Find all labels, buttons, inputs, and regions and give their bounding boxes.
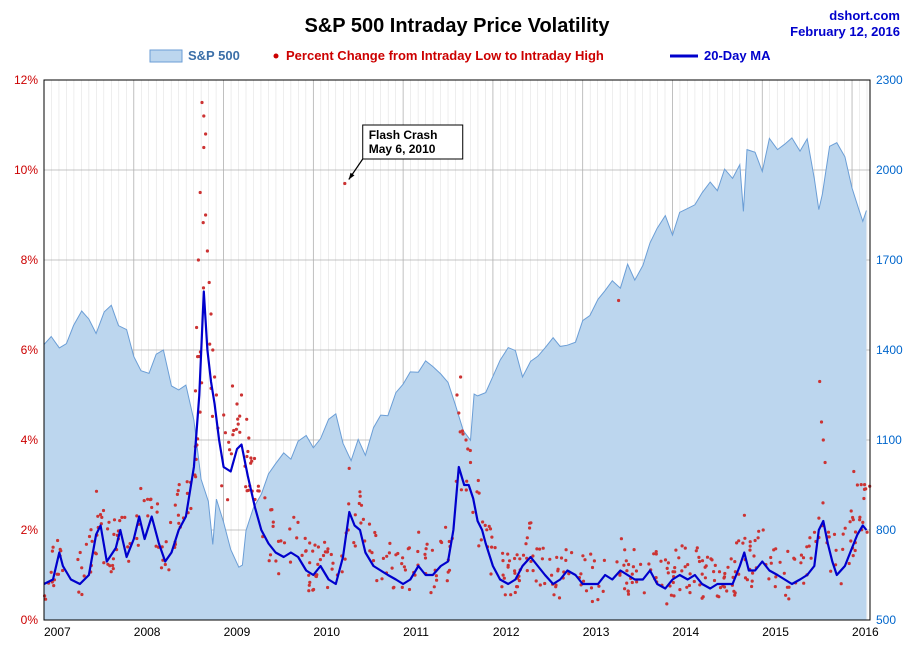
legend-sp500-label: S&P 500 bbox=[188, 48, 240, 63]
x-tick-label: 2011 bbox=[403, 625, 429, 639]
legend: S&P 500 Percent Change from Intraday Low … bbox=[150, 48, 771, 63]
y-right-tick-label: 500 bbox=[876, 613, 896, 627]
attribution-source: dshort.com bbox=[829, 8, 900, 23]
y-left-tick-label: 6% bbox=[21, 343, 39, 357]
y-left-tick-label: 10% bbox=[14, 163, 38, 177]
y-right-tick-label: 1700 bbox=[876, 253, 903, 267]
y-left-tick-label: 4% bbox=[21, 433, 39, 447]
chart-container: 2007 2008 2009 2010 2011 2012 2013 2014 2015 2016… bbox=[0, 0, 908, 662]
y-left-tick-label: 12% bbox=[14, 73, 38, 87]
x-tick-label: 2016 bbox=[852, 625, 879, 639]
y-right-tick-label: 800 bbox=[876, 523, 896, 537]
x-tick-label: 2009 bbox=[224, 625, 251, 639]
annotation-line2: May 6, 2010 bbox=[369, 142, 436, 156]
attribution-date: February 12, 2016 bbox=[790, 24, 900, 39]
x-tick-label: 2010 bbox=[313, 625, 340, 639]
annotation-line1: Flash Crash bbox=[369, 128, 438, 142]
legend-ma-label: 20-Day MA bbox=[704, 48, 771, 63]
y-right-tick-label: 1400 bbox=[876, 343, 903, 357]
y-left-tick-label: 0% bbox=[21, 613, 39, 627]
y-left-tick-label: 8% bbox=[21, 253, 39, 267]
x-tick-label: 2012 bbox=[493, 625, 520, 639]
x-tick-label: 2008 bbox=[134, 625, 161, 639]
y-right-tick-label: 2300 bbox=[876, 73, 903, 87]
x-tick-label: 2013 bbox=[583, 625, 610, 639]
y-right-tick-label: 2000 bbox=[876, 163, 903, 177]
x-tick-label: 2007 bbox=[44, 625, 71, 639]
chart-title: S&P 500 Intraday Price Volatility bbox=[305, 15, 611, 37]
chart-svg: 2007 2008 2009 2010 2011 2012 2013 2014 2015 2016… bbox=[0, 0, 908, 662]
x-tick-label: 2014 bbox=[672, 625, 699, 639]
y-right-tick-label: 1100 bbox=[876, 433, 902, 447]
x-tick-label: 2015 bbox=[762, 625, 789, 639]
y-left-tick-label: 2% bbox=[21, 523, 39, 537]
legend-scatter-label: Percent Change from Intraday Low to Intr… bbox=[286, 48, 604, 63]
